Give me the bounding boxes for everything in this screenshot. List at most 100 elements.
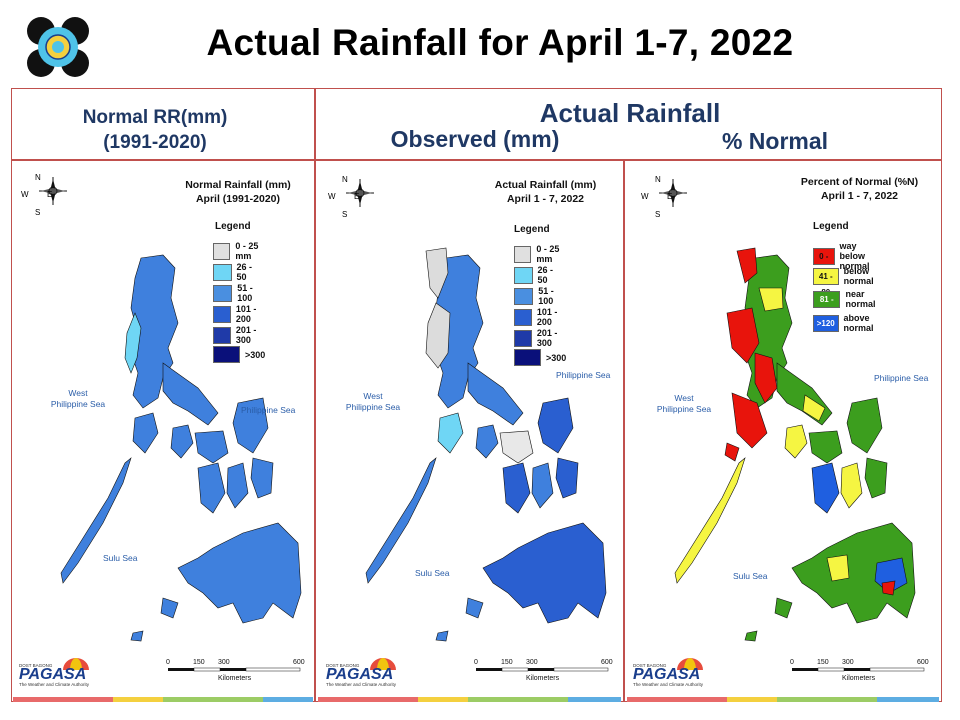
compass-s: S <box>342 210 348 219</box>
actual-rainfall-map <box>346 179 609 672</box>
legend-swatch <box>213 326 231 344</box>
legend-label: 201 - 300 <box>235 325 257 345</box>
legend-swatch <box>514 349 541 366</box>
map-title: Normal Rainfall (mm) April (1991-2020) <box>173 178 303 206</box>
pagasa-prefix: DOST BAGONG <box>326 663 360 668</box>
legend-item: >120 above normal <box>813 313 884 333</box>
legend-label: 101 - 200 <box>235 304 257 324</box>
legend-item: >300 <box>514 349 566 366</box>
pagasa-tagline: The Weather and Climate Authority <box>633 682 703 687</box>
legend-item: 26 - 50 <box>514 265 556 285</box>
legend-label: 51 - 100 <box>538 286 554 306</box>
legend-item: 26 - 50 <box>213 262 255 282</box>
scale-unit: Kilometers <box>218 675 252 682</box>
panel-divider-1 <box>314 88 316 702</box>
scale-tick: 150 <box>817 659 829 666</box>
legend-desc: near normal <box>845 289 876 309</box>
scale-tick: 300 <box>526 659 538 666</box>
legend-swatch <box>514 266 533 284</box>
scale-tick: 0 <box>790 659 794 666</box>
percent-normal-map <box>659 179 925 672</box>
legend-swatch <box>213 263 232 281</box>
sea-west-line1: West <box>363 391 383 401</box>
west-philippine-sea-label: West Philippine Sea <box>649 393 719 415</box>
scale-bar <box>792 667 925 672</box>
actual-rainfall-header: Actual Rainfall <box>539 98 721 128</box>
legend-label: 26 - 50 <box>236 262 253 282</box>
map-title-line1: Normal Rainfall (mm) <box>185 179 291 191</box>
scale-tick: 150 <box>193 659 205 666</box>
legend-label: 201 - 300 <box>536 328 558 348</box>
panel-divider-2 <box>623 159 625 702</box>
legend-item: 81 - 120near normal <box>813 289 884 320</box>
legend-swatch <box>213 305 231 323</box>
compass-w: W <box>328 192 336 201</box>
legend-desc: above normal <box>843 313 874 333</box>
umbrella-icon <box>677 658 703 670</box>
normal-header: Normal RR(mm) (1991-2020) <box>30 105 280 155</box>
scale-bar <box>476 667 609 672</box>
legend-item: 41 - 80below normal <box>813 266 884 297</box>
legend-swatch <box>213 346 240 363</box>
scale-bar <box>168 667 301 672</box>
legend-item: 0 - 25 mm <box>514 244 562 264</box>
legend-item: 0 - 25 mm <box>213 241 261 261</box>
footer-stripe-yellow <box>727 697 777 702</box>
header-divider <box>11 159 942 161</box>
compass-w: W <box>21 190 29 199</box>
compass-e: E <box>354 192 360 201</box>
compass-e: E <box>47 190 53 199</box>
map-title-line2: April 1 - 7, 2022 <box>820 190 899 202</box>
footer-stripe-green <box>777 697 877 702</box>
compass-rose-icon <box>39 177 67 205</box>
umbrella-icon <box>63 658 89 670</box>
legend-item: 101 - 200 <box>514 307 561 327</box>
sea-west-line2: Philippine Sea <box>50 399 106 409</box>
philippine-sea-label: Philippine Sea <box>241 405 296 415</box>
legend-title: Legend <box>514 224 550 235</box>
legend-label: 0 - 25 mm <box>235 241 259 261</box>
legend-label: >300 <box>245 349 266 360</box>
percent-normal-map-panel: N S W E Percent of Normal (%N) April 1 -… <box>627 163 939 688</box>
compass-rose-icon <box>346 179 374 207</box>
map-title: Percent of Normal (%N) April 1 - 7, 2022 <box>792 175 927 203</box>
legend-swatch: >120 <box>813 314 839 332</box>
scale-tick: 0 <box>474 659 478 666</box>
legend-desc: below normal <box>843 266 874 286</box>
legend-desc: way below normal <box>839 241 870 271</box>
footer-stripe-green <box>468 697 568 702</box>
sulu-sea-label: Sulu Sea <box>415 568 450 578</box>
legend-swatch <box>514 245 532 263</box>
footer-stripe-red <box>318 697 418 702</box>
sulu-sea-label: Sulu Sea <box>103 553 138 563</box>
legend-swatch <box>514 287 534 305</box>
legend-item: 0 - 40%way below normal <box>813 241 884 277</box>
map-title-line1: Actual Rainfall (mm) <box>494 179 597 191</box>
legend-label: >300 <box>546 352 567 363</box>
legend-swatch <box>514 329 532 347</box>
legend-range: >120 <box>816 318 835 328</box>
map-title-line1: Percent of Normal (%N) <box>800 176 919 188</box>
west-philippine-sea-label: West Philippine Sea <box>338 391 408 413</box>
sea-west-line2: Philippine Sea <box>656 404 712 414</box>
map-title-line2: April 1 - 7, 2022 <box>506 193 585 205</box>
footer-stripe-yellow <box>418 697 468 702</box>
scale-unit: Kilometers <box>526 675 560 682</box>
scale-tick: 600 <box>917 659 929 666</box>
pagasa-seal-logo <box>27 17 89 77</box>
pagasa-wordmark: PAGASA <box>19 666 87 683</box>
legend-swatch: 41 - 80 <box>813 267 839 297</box>
legend-swatch: 81 - 120 <box>813 290 841 320</box>
pagasa-prefix: DOST BAGONG <box>19 663 53 668</box>
legend-swatch <box>514 308 532 326</box>
normal-header-line1: Normal RR(mm) <box>82 107 228 128</box>
normal-rainfall-map-panel: N S W E Normal Rainfall (mm) April (1991… <box>13 163 313 688</box>
compass-e: E <box>667 192 673 201</box>
actual-rainfall-map-panel: N S W E Actual Rainfall (mm) April 1 - 7… <box>318 163 621 688</box>
west-philippine-sea-label: West Philippine Sea <box>43 388 113 410</box>
sea-west-line1: West <box>68 388 88 398</box>
legend-label: 101 - 200 <box>536 307 558 327</box>
compass-rose-icon <box>659 179 687 207</box>
legend-item: 51 - 100 <box>514 286 561 306</box>
footer-stripe-blue <box>263 697 313 702</box>
